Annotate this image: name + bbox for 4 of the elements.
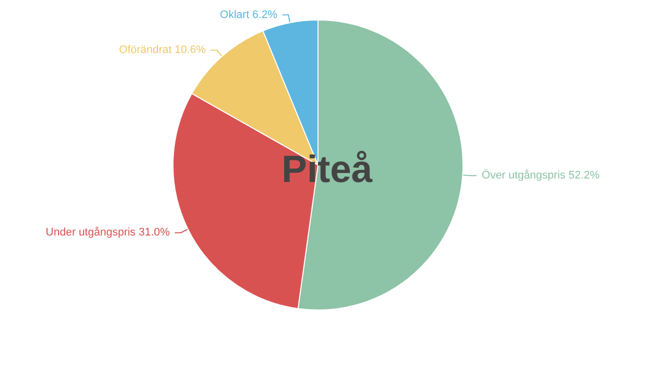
slice-label: Över utgångspris 52.2% [482,168,600,182]
slice-label: Oförändrat 10.6% [118,44,206,56]
slice-label: Under utgångspris 31.0% [46,226,170,239]
slice-label: Oklart 6.2% [220,8,278,21]
